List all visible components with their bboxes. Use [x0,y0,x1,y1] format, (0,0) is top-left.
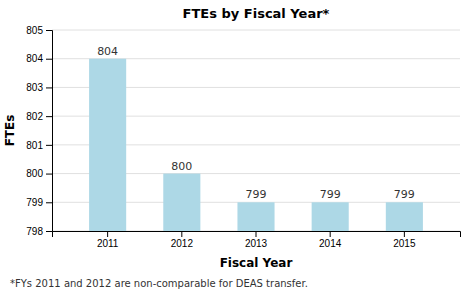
y-tick-mark [46,116,52,117]
plot-area: 798 799 800 801 802 803 804 805 2011 2012 2013 2014… [26,25,460,295]
y-tick-label: 802 [26,111,43,122]
y-tick: 800 [26,168,52,179]
y-axis-line [46,31,53,232]
footnote: *FYs 2011 and 2012 are non-comparable fo… [10,278,308,289]
y-tick: 802 [26,111,52,122]
y-tick-mark [46,59,52,60]
y-tick-label: 805 [26,25,43,36]
data-label: 799 [246,188,267,201]
x-tick-mark [330,231,331,237]
data-labels: 804 800 799 799 799 [97,45,415,202]
y-tick-label: 801 [26,140,43,151]
x-tick: 2013 [245,231,268,249]
x-tick-mark [256,231,257,237]
y-tick-mark [46,87,52,88]
y-tick-mark [46,231,52,232]
y-tick-label: 803 [26,82,43,93]
y-tick-mark [46,174,52,175]
x-axis-line [53,232,461,238]
y-tick-mark [46,30,52,31]
x-tick: 2015 [393,231,416,249]
x-axis-title: Fiscal Year [220,256,293,270]
data-label: 799 [394,188,415,201]
y-tick: 805 [26,25,52,36]
y-tick-label: 804 [26,53,43,64]
bar [237,202,274,231]
grid-line [52,30,460,31]
x-tick-label: 2011 [97,238,119,249]
y-axis-title: FTEs [3,115,17,147]
x-tick-label: 2014 [319,238,342,249]
x-axis: 2011 2012 2013 2014 2015 [53,231,461,249]
bar [312,202,349,231]
data-label: 800 [171,160,192,173]
y-tick: 803 [26,82,52,93]
x-tick-label: 2012 [171,238,194,249]
y-axis: 798 799 800 801 802 803 804 805 [26,25,52,237]
x-tick-mark [107,231,108,237]
bars [89,59,423,231]
bar [163,174,200,231]
data-label: 799 [320,188,341,201]
y-tick-label: 800 [26,168,43,179]
y-tick-label: 799 [26,197,43,208]
x-tick: 2011 [97,231,119,249]
x-tick: 2012 [171,231,194,249]
bar [386,202,423,231]
title: FTEs by Fiscal Year* [183,6,330,21]
y-tick: 801 [26,140,52,151]
chart: 798 799 800 801 802 803 804 805 2011 2012 2013 2014… [0,0,474,295]
x-tick-mark [404,231,405,237]
y-tick: 804 [26,53,52,64]
x-tick-label: 2013 [245,238,268,249]
bar [89,59,126,231]
x-tick-mark [181,231,182,237]
x-tick-label: 2015 [393,238,416,249]
y-tick-label: 798 [26,226,43,237]
y-tick: 798 [26,226,52,237]
y-tick-mark [46,202,52,203]
y-tick-mark [46,145,52,146]
y-tick: 799 [26,197,52,208]
x-tick: 2014 [319,231,342,249]
data-label: 804 [97,45,118,58]
